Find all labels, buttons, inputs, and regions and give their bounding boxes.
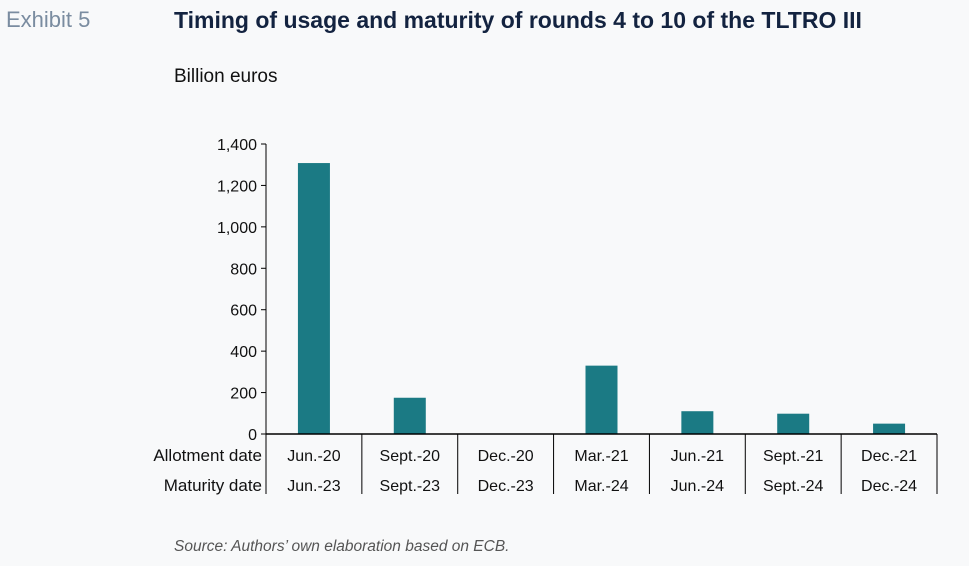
exhibit-label: Exhibit 5	[6, 7, 91, 32]
allotment-label: Mar.-21	[574, 448, 628, 465]
maturity-label: Mar.-24	[574, 478, 628, 495]
allotment-label: Jun.-20	[287, 448, 340, 465]
maturity-label: Dec.-23	[478, 478, 534, 495]
bar-jun-20	[297, 163, 330, 435]
bar-sept-21	[777, 413, 810, 434]
unit-label: Billion euros	[174, 66, 278, 87]
y-tick-label: 1,200	[217, 178, 257, 195]
bar-jun-21	[681, 411, 714, 434]
y-axis: 0 200 400 600 800 1,000 1,200 1,400	[217, 137, 267, 444]
y-tick-label: 1,000	[217, 220, 257, 237]
allotment-label: Dec.-20	[478, 448, 534, 465]
chart-title: Timing of usage and maturity of rounds 4…	[174, 7, 862, 33]
y-tick-label: 600	[230, 303, 257, 320]
maturity-label: Jun.-24	[671, 478, 724, 495]
maturity-label: Sept.-24	[763, 478, 824, 495]
y-tick-label: 200	[230, 386, 257, 403]
allotment-label: Jun.-21	[671, 448, 724, 465]
source-note: Source: Authors’ own elaboration based o…	[174, 538, 510, 555]
maturity-label: Sept.-23	[380, 478, 441, 495]
bar-sept-20	[393, 397, 426, 434]
y-tick-label: 0	[248, 427, 257, 444]
bars	[297, 163, 906, 435]
y-tick-label: 1,400	[217, 137, 257, 154]
bar-mar-21	[585, 365, 618, 434]
bar-dec-21	[873, 423, 906, 434]
maturity-label: Dec.-24	[861, 478, 917, 495]
y-tick-label: 400	[230, 344, 257, 361]
allotment-label: Sept.-20	[380, 448, 441, 465]
row-label-allotment: Allotment date	[153, 446, 262, 465]
maturity-label: Jun.-23	[287, 478, 340, 495]
row-label-maturity: Maturity date	[164, 476, 262, 495]
allotment-label: Dec.-21	[861, 448, 917, 465]
y-tick-label: 800	[230, 261, 257, 278]
x-axis: Allotment date Maturity date Jun.-20 Jun.-2…	[153, 433, 938, 495]
allotment-label: Sept.-21	[763, 448, 824, 465]
